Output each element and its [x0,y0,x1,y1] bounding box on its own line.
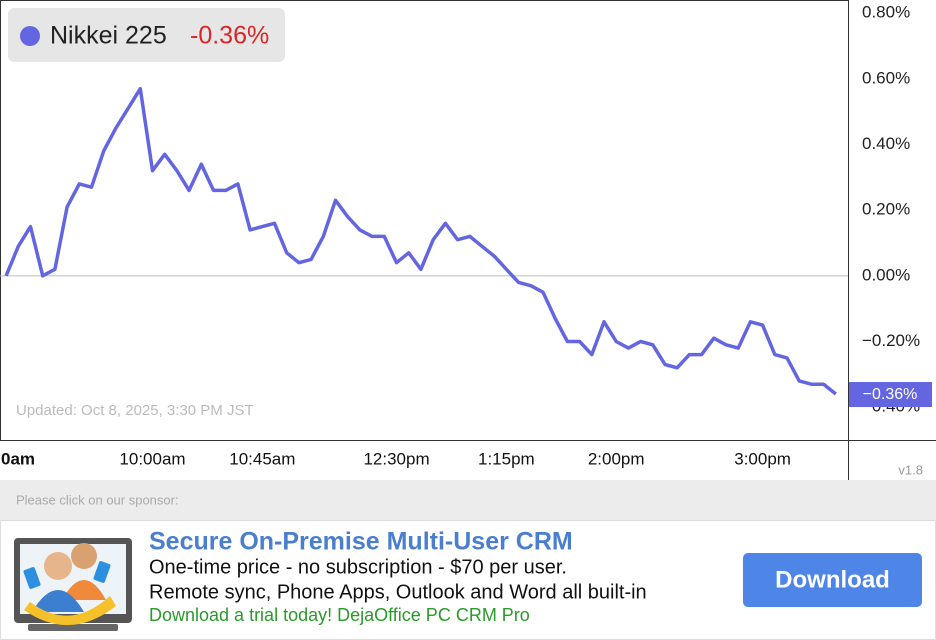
y-tick-label: −0.20% [862,331,920,350]
ad-link[interactable]: Download a trial today! DejaOffice PC CR… [149,605,530,625]
x-tick-label: 0am [1,449,35,468]
ad-line: Remote sync, Phone Apps, Outlook and Wor… [149,581,647,603]
x-tick-label: 10:45am [229,449,295,468]
ad-line: One-time price - no subscription - $70 p… [149,556,567,578]
line [4,86,837,396]
version: v1.8 [898,462,923,477]
legend-marker [20,26,40,46]
x-tick-label: 12:30pm [363,449,429,468]
y-tick-label: 0.20% [862,200,910,219]
current-value-tag [849,382,932,408]
y-tick-label: 0.80% [862,3,910,22]
y-tick-label: 0.40% [862,134,910,153]
x-tick-label: 1:15pm [478,449,535,468]
download-button[interactable] [743,553,922,607]
change-label: -0.36% [190,22,269,50]
chart-background [0,0,936,480]
legend-box [8,8,285,62]
plot: 0.80%0.60%0.40%0.20%0.00%−0.20%−0.40%0am… [0,3,932,468]
updated-label: Updated: Oct 8, 2025, 3:30 PM JST [16,402,254,419]
download-label[interactable]: Download [775,566,890,593]
x-tick-label: 3:00pm [734,449,791,468]
x-tick-label: 2:00pm [588,449,645,468]
y-tick-label: 0.00% [862,265,910,284]
y-tick-label: 0.60% [862,68,910,87]
ad-title[interactable]: Secure On-Premise Multi-User CRM [149,528,573,556]
x-tick-label: 10:00am [119,449,185,468]
sponsor-prompt: Please click on our sponsor: [16,492,179,507]
current-value-label: −0.36% [863,386,918,403]
ad-icon [14,538,132,631]
legend-label: Nikkei 225 [50,22,167,50]
